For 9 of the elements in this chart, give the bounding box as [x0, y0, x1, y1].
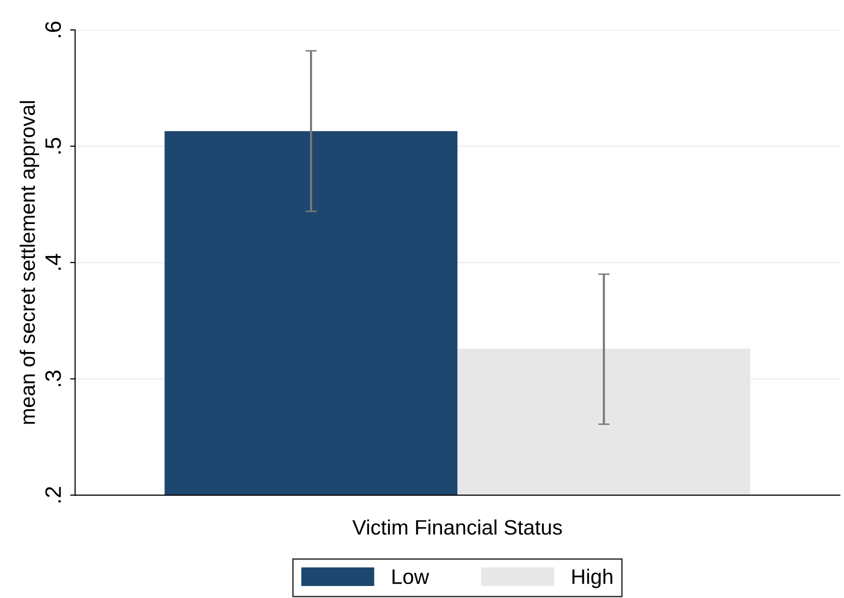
y-tick-label: .3 — [45, 370, 61, 386]
legend-label: High — [572, 568, 612, 588]
legend-label: Low — [392, 570, 430, 584]
x-axis-title: Victim Financial Status — [352, 519, 562, 535]
y-tick-label: .5 — [45, 138, 61, 154]
y-tick-label: .2 — [45, 486, 61, 502]
y-tick-label: .6 — [45, 22, 61, 38]
y-axis-title: mean of secret settlement approval — [20, 101, 40, 424]
y-tick-label: .4 — [45, 254, 61, 270]
